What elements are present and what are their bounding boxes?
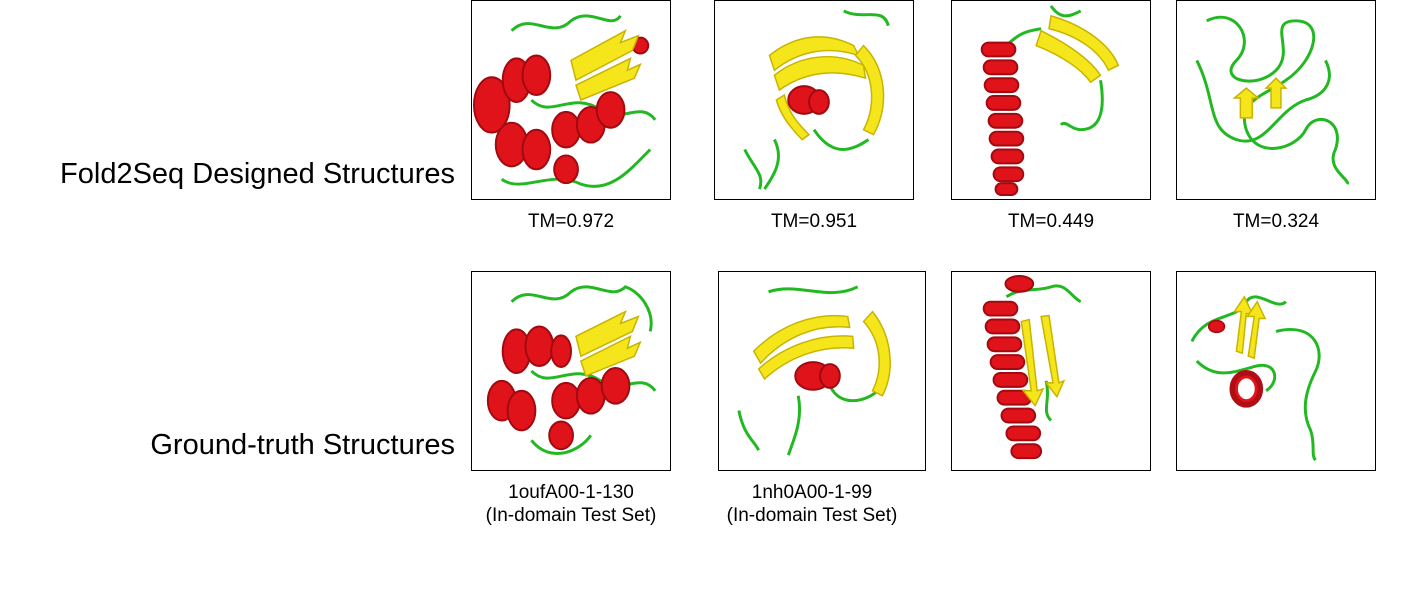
tm-score-1: TM=0.972	[527, 211, 615, 232]
ground-truth-caption-2: 1nh0A00-1-99 (In-domain Test Set)	[702, 481, 922, 527]
ground-truth-id-1: 1oufA00-1-130	[508, 482, 634, 503]
designed-structure-2	[714, 0, 914, 200]
designed-structure-1	[471, 0, 671, 200]
ground-truth-set-2: (In-domain Test Set)	[726, 505, 898, 526]
ground-truth-set-1: (In-domain Test Set)	[485, 505, 657, 526]
designed-structure-3	[951, 0, 1151, 200]
ground-truth-id-2: 1nh0A00-1-99	[751, 482, 873, 503]
designed-structure-4	[1176, 0, 1376, 200]
ground-truth-structure-2	[718, 271, 926, 471]
tm-score-3: TM=0.449	[1007, 211, 1095, 232]
row-label-ground-truth: Ground-truth Structures	[150, 429, 455, 461]
ground-truth-caption-1: 1oufA00-1-130 (In-domain Test Set)	[461, 481, 681, 527]
tm-score-4: TM=0.324	[1232, 211, 1320, 232]
ground-truth-structure-4	[1176, 271, 1376, 471]
tm-score-2: TM=0.951	[770, 211, 858, 232]
ground-truth-structure-3	[951, 271, 1151, 471]
row-label-designed: Fold2Seq Designed Structures	[60, 158, 455, 190]
ground-truth-structure-1	[471, 271, 671, 471]
